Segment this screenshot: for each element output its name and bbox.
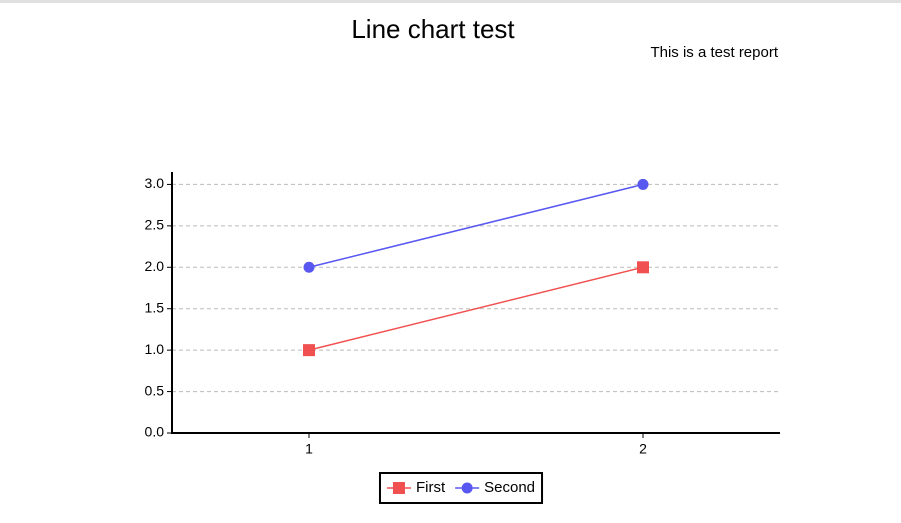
chart-subtitle: This is a test report — [650, 44, 778, 61]
x-tick-label: 2 — [639, 441, 647, 457]
legend-label: First — [416, 479, 446, 496]
marker — [303, 344, 315, 357]
legend-label: Second — [484, 479, 535, 496]
series-line — [308, 183, 644, 269]
top-bar — [0, 0, 901, 3]
y-tick-label: 2.0 — [145, 258, 165, 274]
legend: First Second — [378, 472, 544, 504]
y-tick-label: 0.0 — [145, 424, 165, 440]
y-tick-label: 2.5 — [145, 217, 165, 233]
marker — [461, 482, 473, 494]
y-tick-label: 3.0 — [145, 175, 165, 191]
series-line — [308, 266, 644, 351]
chart-title: Line chart test — [351, 14, 515, 44]
y-tick-label: 1.0 — [145, 341, 165, 357]
y-tick-label: 0.5 — [145, 382, 165, 398]
y-tick-label: 1.5 — [145, 299, 165, 315]
marker — [303, 261, 315, 273]
marker — [392, 482, 405, 494]
marker — [637, 261, 649, 274]
marker — [637, 178, 649, 190]
x-tick-label: 1 — [305, 441, 313, 457]
